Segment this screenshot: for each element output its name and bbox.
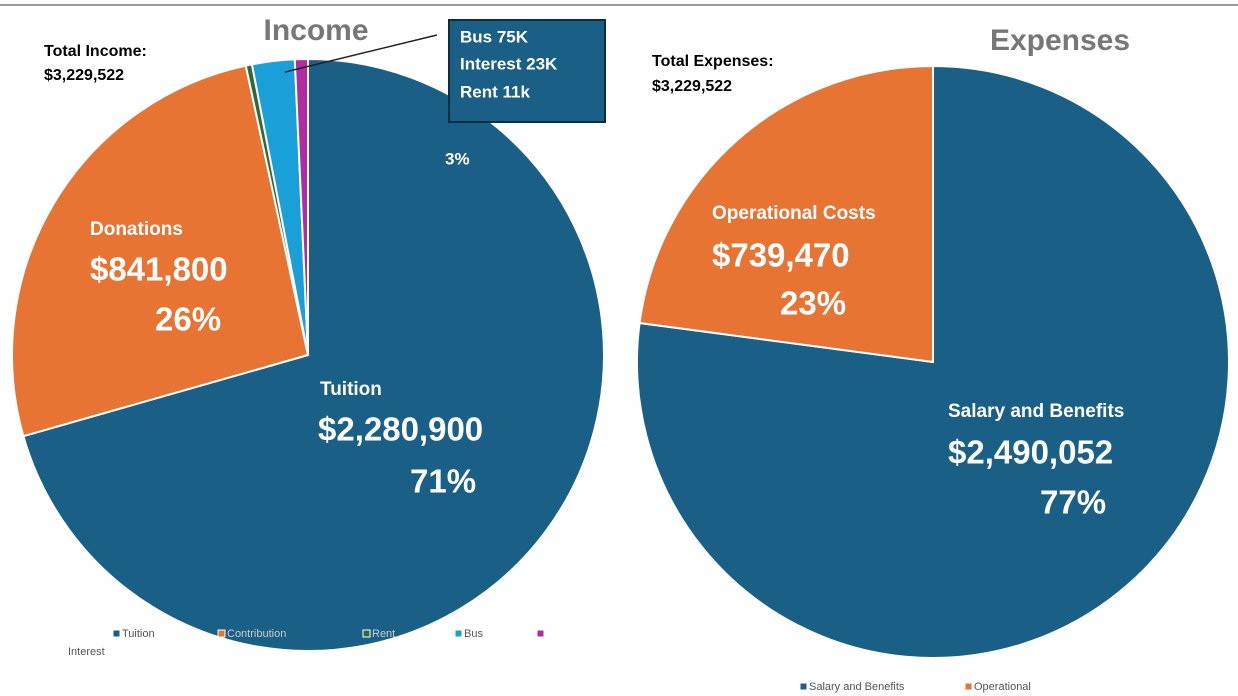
value-label: $739,470: [712, 237, 850, 274]
value-label: $841,800: [90, 251, 228, 288]
pie-slice: [636, 64, 1230, 659]
percent-label: 26%: [155, 301, 221, 338]
legend-swatch: [799, 682, 808, 691]
slice-label: Donations: [90, 219, 183, 240]
callout-text: Interest 23K: [460, 54, 558, 73]
callout-text: Bus 75K: [460, 27, 529, 46]
callout-text: Rent 11k: [460, 82, 530, 101]
callout-leader: [284, 34, 438, 73]
pie-slice: [638, 64, 934, 364]
pie-slice: [22, 57, 605, 652]
total-annotation: Total Expenses:: [652, 53, 774, 70]
legend-swatch: [964, 682, 973, 691]
total-annotation: $3,229,522: [652, 78, 732, 95]
legend-swatch: [362, 629, 371, 638]
percent-label: 23%: [780, 285, 846, 322]
legend-label: Contribution: [227, 628, 286, 640]
legend-label: Bus: [464, 628, 483, 640]
percent-label: 77%: [1040, 484, 1106, 521]
slice-label: Tuition: [320, 379, 382, 400]
legend-swatch: [112, 629, 121, 638]
legend-label: Salary and Benefits: [809, 681, 905, 693]
pie-slice: [11, 64, 310, 438]
legend-label: Operational: [974, 681, 1031, 693]
chart-title: Income: [263, 14, 368, 47]
legend-swatch: [217, 629, 226, 638]
slice-label: Salary and Benefits: [948, 401, 1124, 422]
legend-label: Tuition: [122, 628, 155, 640]
chart-title: Expenses: [990, 24, 1130, 57]
slice-label: Operational Costs: [712, 203, 876, 224]
value-label: $2,280,900: [318, 411, 483, 448]
percent-label: 3%: [445, 149, 470, 168]
total-annotation: Total Income:: [44, 43, 147, 60]
pie-slice: [293, 57, 309, 356]
percent-label: 71%: [410, 463, 476, 500]
legend-label: Interest: [68, 646, 105, 658]
legend-swatch: [454, 629, 463, 638]
legend-swatch: [536, 629, 545, 638]
value-label: $2,490,052: [948, 434, 1113, 471]
legend-label: Rent: [372, 628, 395, 640]
callout-box: [448, 19, 606, 123]
total-annotation: $3,229,522: [44, 67, 124, 84]
